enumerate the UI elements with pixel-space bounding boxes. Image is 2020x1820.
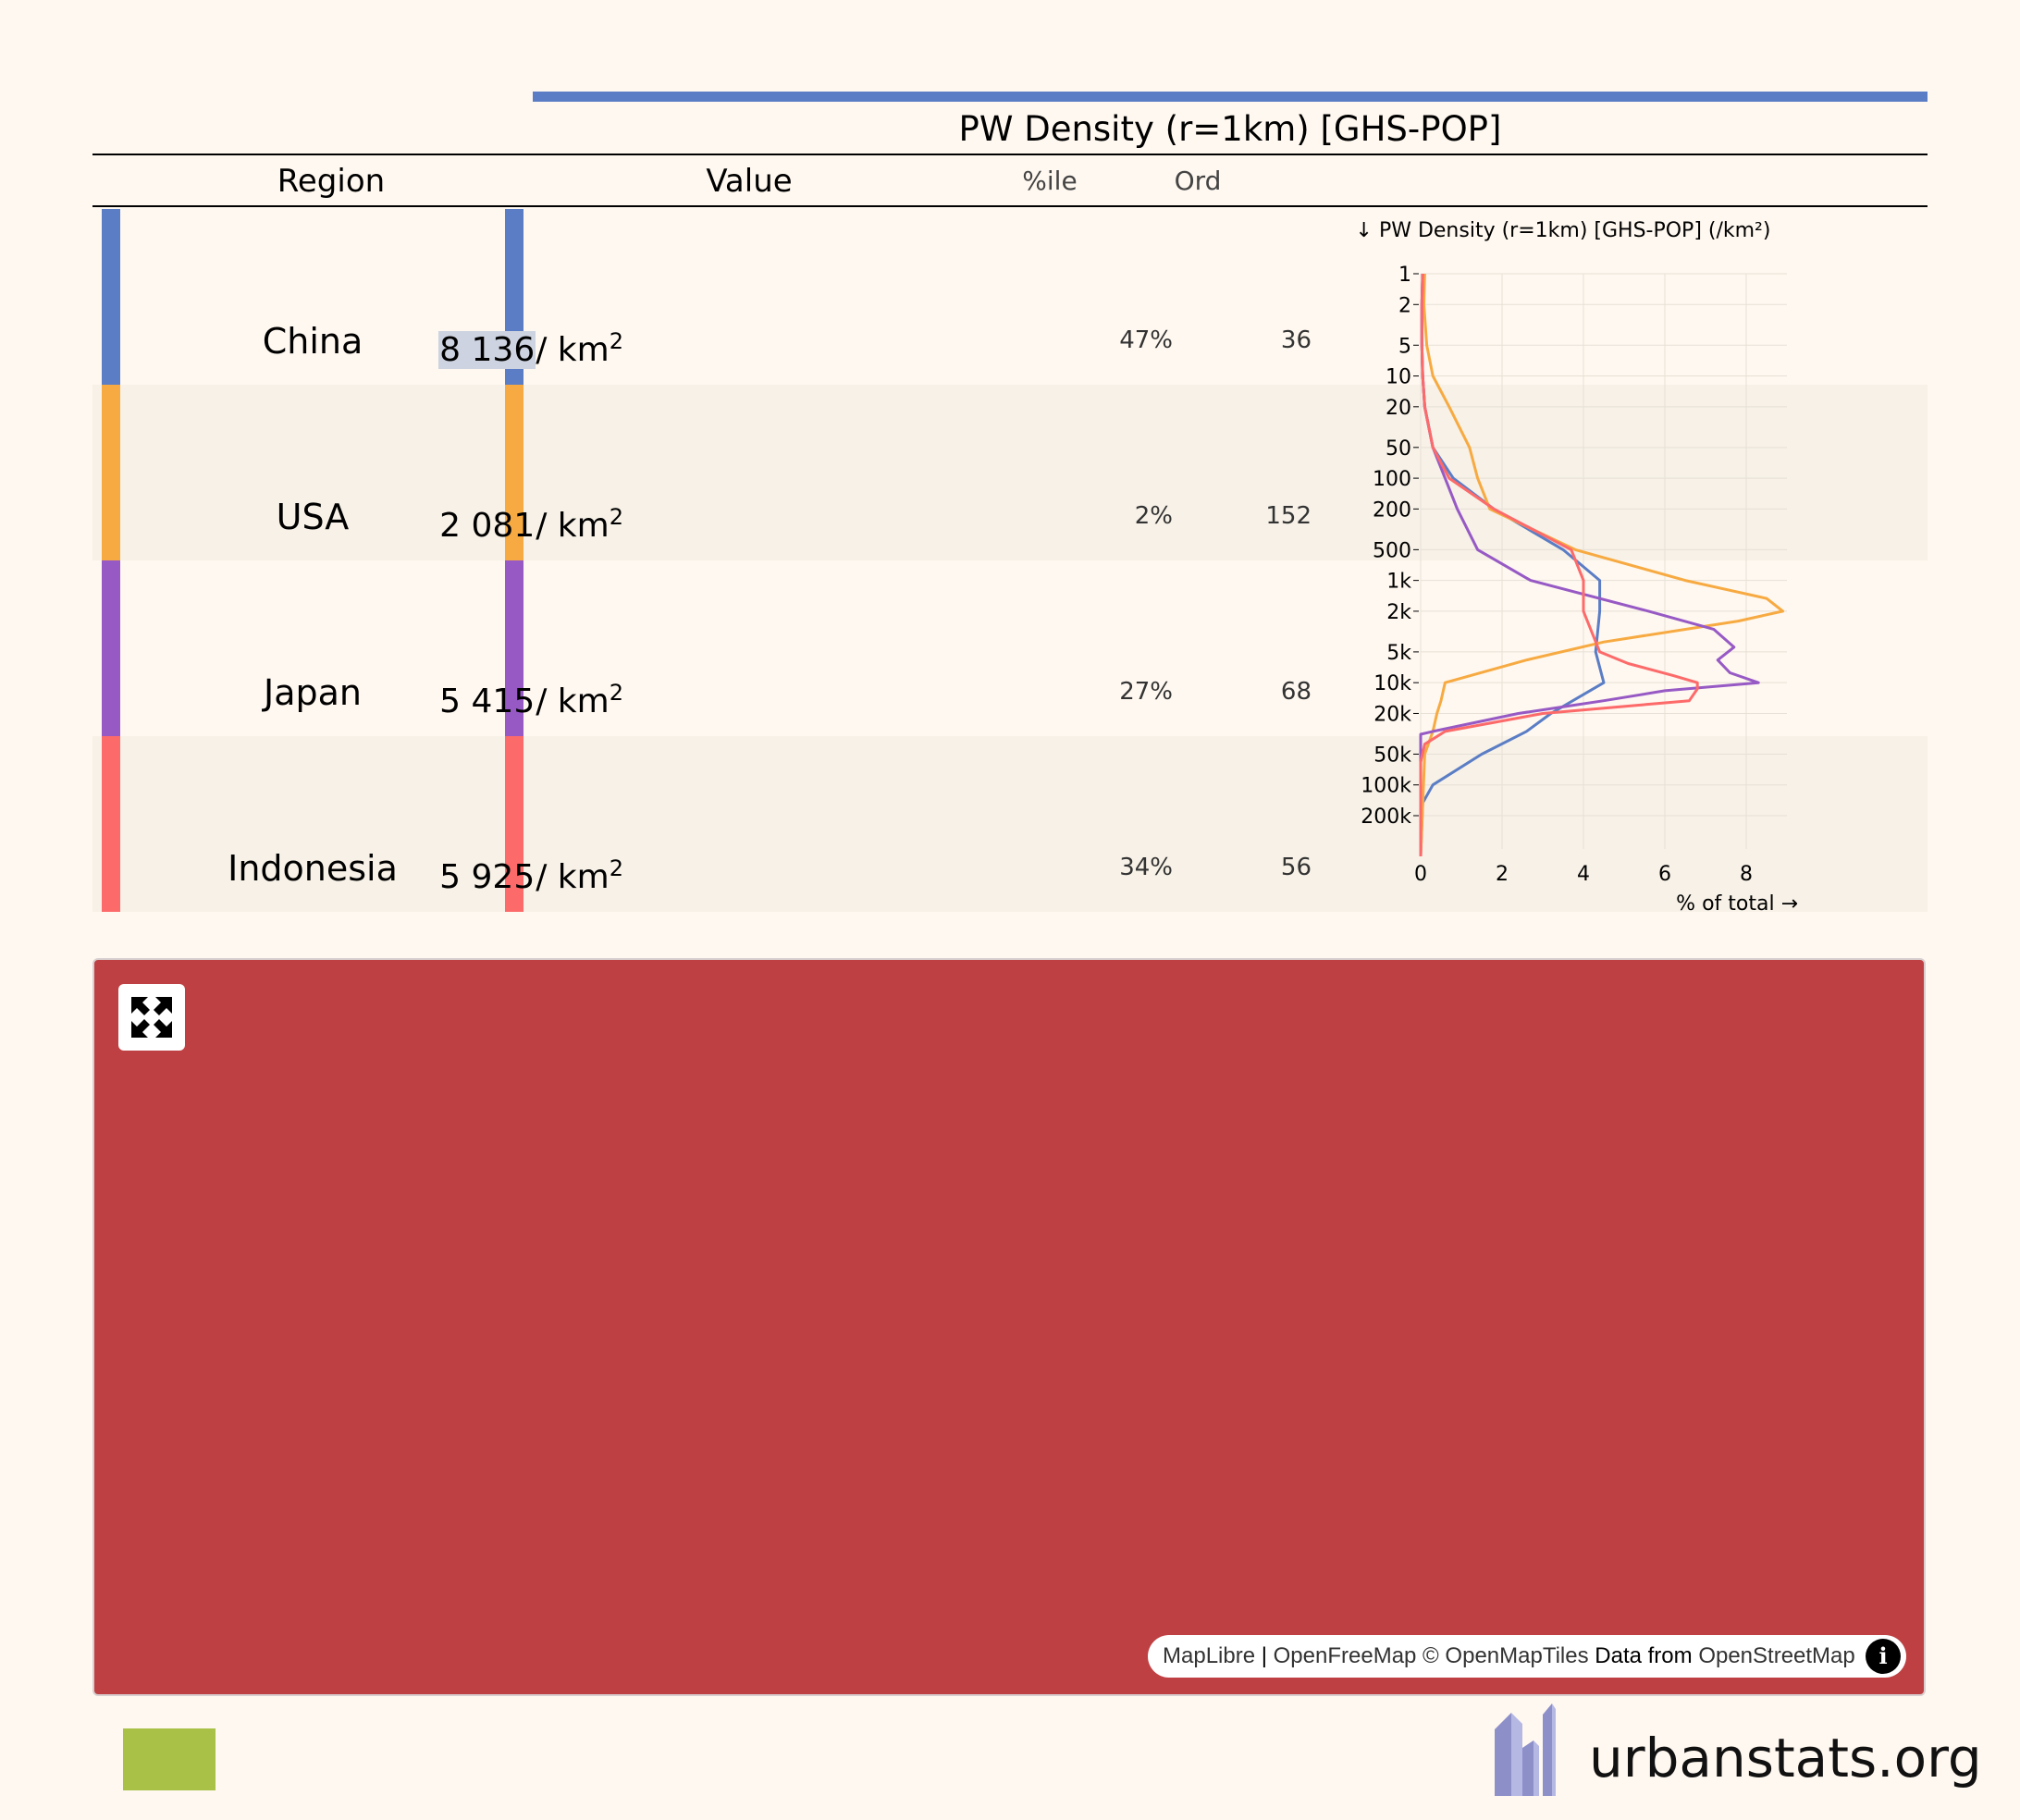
value-unit-exponent: 2 bbox=[609, 855, 623, 881]
theme-swatch[interactable] bbox=[123, 1728, 216, 1790]
value-number: 8 136 bbox=[438, 331, 536, 369]
info-icon[interactable]: i bbox=[1866, 1639, 1901, 1674]
openfreemap-link[interactable]: OpenFreeMap bbox=[1273, 1643, 1417, 1668]
statistic-color-bar bbox=[533, 92, 1928, 102]
region-color-swatch bbox=[505, 736, 523, 912]
attribution-data-from: Data from bbox=[1588, 1643, 1699, 1668]
column-header-ordinal: Ord bbox=[1174, 166, 1222, 196]
chart-y-tick-label: 100k bbox=[1361, 775, 1411, 798]
table-row: Japan 5 415/ km2 27% 68 bbox=[92, 560, 1928, 736]
header-rule-bottom bbox=[92, 205, 1928, 207]
map-attribution: MapLibre | OpenFreeMap © OpenMapTiles Da… bbox=[1148, 1635, 1906, 1678]
attribution-separator: | bbox=[1255, 1643, 1274, 1668]
region-ordinal: 68 bbox=[1280, 678, 1312, 706]
fullscreen-icon bbox=[131, 997, 172, 1038]
value-number: 2 081 bbox=[439, 507, 536, 545]
chart-y-tick-label: 200k bbox=[1361, 805, 1411, 829]
chart-series-line bbox=[1419, 273, 1785, 857]
chart-y-tick-label: 1k bbox=[1386, 571, 1411, 594]
header-rule-top bbox=[92, 154, 1928, 155]
chart-x-tick-label: 2 bbox=[1496, 863, 1509, 886]
fullscreen-button[interactable] bbox=[118, 984, 185, 1051]
chart-x-tick-label: 0 bbox=[1414, 863, 1427, 886]
region-value: 5 925/ km2 bbox=[438, 843, 623, 903]
chart-title: ↓ PW Density (r=1km) [GHS-POP] (/km²) bbox=[1356, 219, 1771, 242]
openmaptiles-link[interactable]: OpenMapTiles bbox=[1445, 1643, 1589, 1668]
chart-y-tick-label: 10 bbox=[1386, 366, 1411, 389]
chart-x-axis-label: % of total → bbox=[1676, 892, 1798, 916]
region-color-swatch bbox=[102, 736, 120, 912]
region-percentile: 47% bbox=[1119, 326, 1173, 354]
maplibre-link[interactable]: MapLibre bbox=[1163, 1643, 1256, 1668]
chart-y-tick-label: 100 bbox=[1373, 468, 1411, 491]
region-ordinal: 56 bbox=[1280, 854, 1312, 881]
chart-y-tick-label: 1 bbox=[1398, 264, 1411, 287]
chart-y-tick-label: 2 bbox=[1398, 294, 1411, 317]
chart-x-tick-label: 4 bbox=[1577, 863, 1590, 886]
region-ordinal: 36 bbox=[1280, 326, 1312, 354]
region-name[interactable]: Japan bbox=[264, 672, 362, 713]
value-unit: / km bbox=[536, 507, 610, 545]
chart-y-tick-label: 50k bbox=[1373, 744, 1411, 767]
openstreetmap-link[interactable]: OpenStreetMap bbox=[1698, 1643, 1855, 1668]
chart-y-tick-label: 20k bbox=[1373, 703, 1411, 726]
value-number: 5 415 bbox=[439, 682, 536, 720]
chart-y-tick-label: 200 bbox=[1373, 498, 1411, 522]
chart-y-tick-label: 20 bbox=[1386, 397, 1411, 420]
column-header-value: Value bbox=[706, 163, 793, 200]
region-value: 2 081/ km2 bbox=[438, 492, 623, 551]
map-view[interactable]: MapLibre | OpenFreeMap © OpenMapTiles Da… bbox=[92, 958, 1926, 1696]
chart-y-tick-label: 5k bbox=[1386, 642, 1411, 665]
region-ordinal: 152 bbox=[1265, 502, 1312, 530]
value-unit: / km bbox=[536, 331, 610, 369]
column-header-percentile: %ile bbox=[1022, 166, 1078, 196]
chart-y-tick-label: 10k bbox=[1373, 672, 1411, 695]
value-unit-exponent: 2 bbox=[609, 680, 623, 706]
region-value: 8 136/ km2 bbox=[438, 316, 623, 375]
value-unit-exponent: 2 bbox=[609, 504, 623, 530]
chart-x-tick-label: 8 bbox=[1740, 863, 1753, 886]
column-header-region: Region bbox=[277, 163, 386, 200]
value-unit: / km bbox=[536, 682, 610, 720]
region-name[interactable]: Indonesia bbox=[228, 848, 398, 889]
region-color-swatch bbox=[505, 560, 523, 736]
distribution-chart: ↓ PW Density (r=1km) [GHS-POP] (/km²) 1 2 5… bbox=[1356, 219, 1798, 916]
region-name[interactable]: China bbox=[262, 321, 363, 362]
chart-y-tick-label: 5 bbox=[1398, 335, 1411, 358]
region-percentile: 2% bbox=[1134, 502, 1173, 530]
chart-series-line bbox=[1419, 273, 1699, 856]
value-unit: / km bbox=[536, 858, 610, 896]
region-value: 5 415/ km2 bbox=[438, 668, 623, 727]
region-name[interactable]: USA bbox=[276, 497, 350, 537]
table-row: China 8 136/ km2 47% 36 bbox=[92, 209, 1928, 385]
table-row: USA 2 081/ km2 2% 152 bbox=[92, 385, 1928, 560]
region-color-swatch bbox=[102, 385, 120, 560]
chart-x-tick-label: 6 bbox=[1658, 863, 1671, 886]
value-unit-exponent: 2 bbox=[609, 328, 623, 354]
region-percentile: 34% bbox=[1119, 854, 1173, 881]
table-row: Indonesia 5 925/ km2 34% 56 bbox=[92, 736, 1928, 912]
urbanstats-logo-icon[interactable] bbox=[1491, 1703, 1567, 1796]
region-color-swatch bbox=[102, 209, 120, 385]
attribution-copyright: © bbox=[1416, 1643, 1446, 1668]
chart-y-tick-label: 2k bbox=[1386, 601, 1411, 624]
region-color-swatch bbox=[102, 560, 120, 736]
brand-name[interactable]: urbanstats.org bbox=[1589, 1727, 1982, 1789]
chart-y-tick-label: 50 bbox=[1386, 437, 1411, 461]
region-percentile: 27% bbox=[1119, 678, 1173, 706]
value-number: 5 925 bbox=[439, 858, 536, 896]
region-color-swatch bbox=[505, 385, 523, 560]
statistic-title[interactable]: PW Density (r=1km) [GHS-POP] bbox=[958, 109, 1502, 149]
chart-y-tick-label: 500 bbox=[1373, 539, 1411, 562]
chart-series-line bbox=[1419, 273, 1760, 856]
